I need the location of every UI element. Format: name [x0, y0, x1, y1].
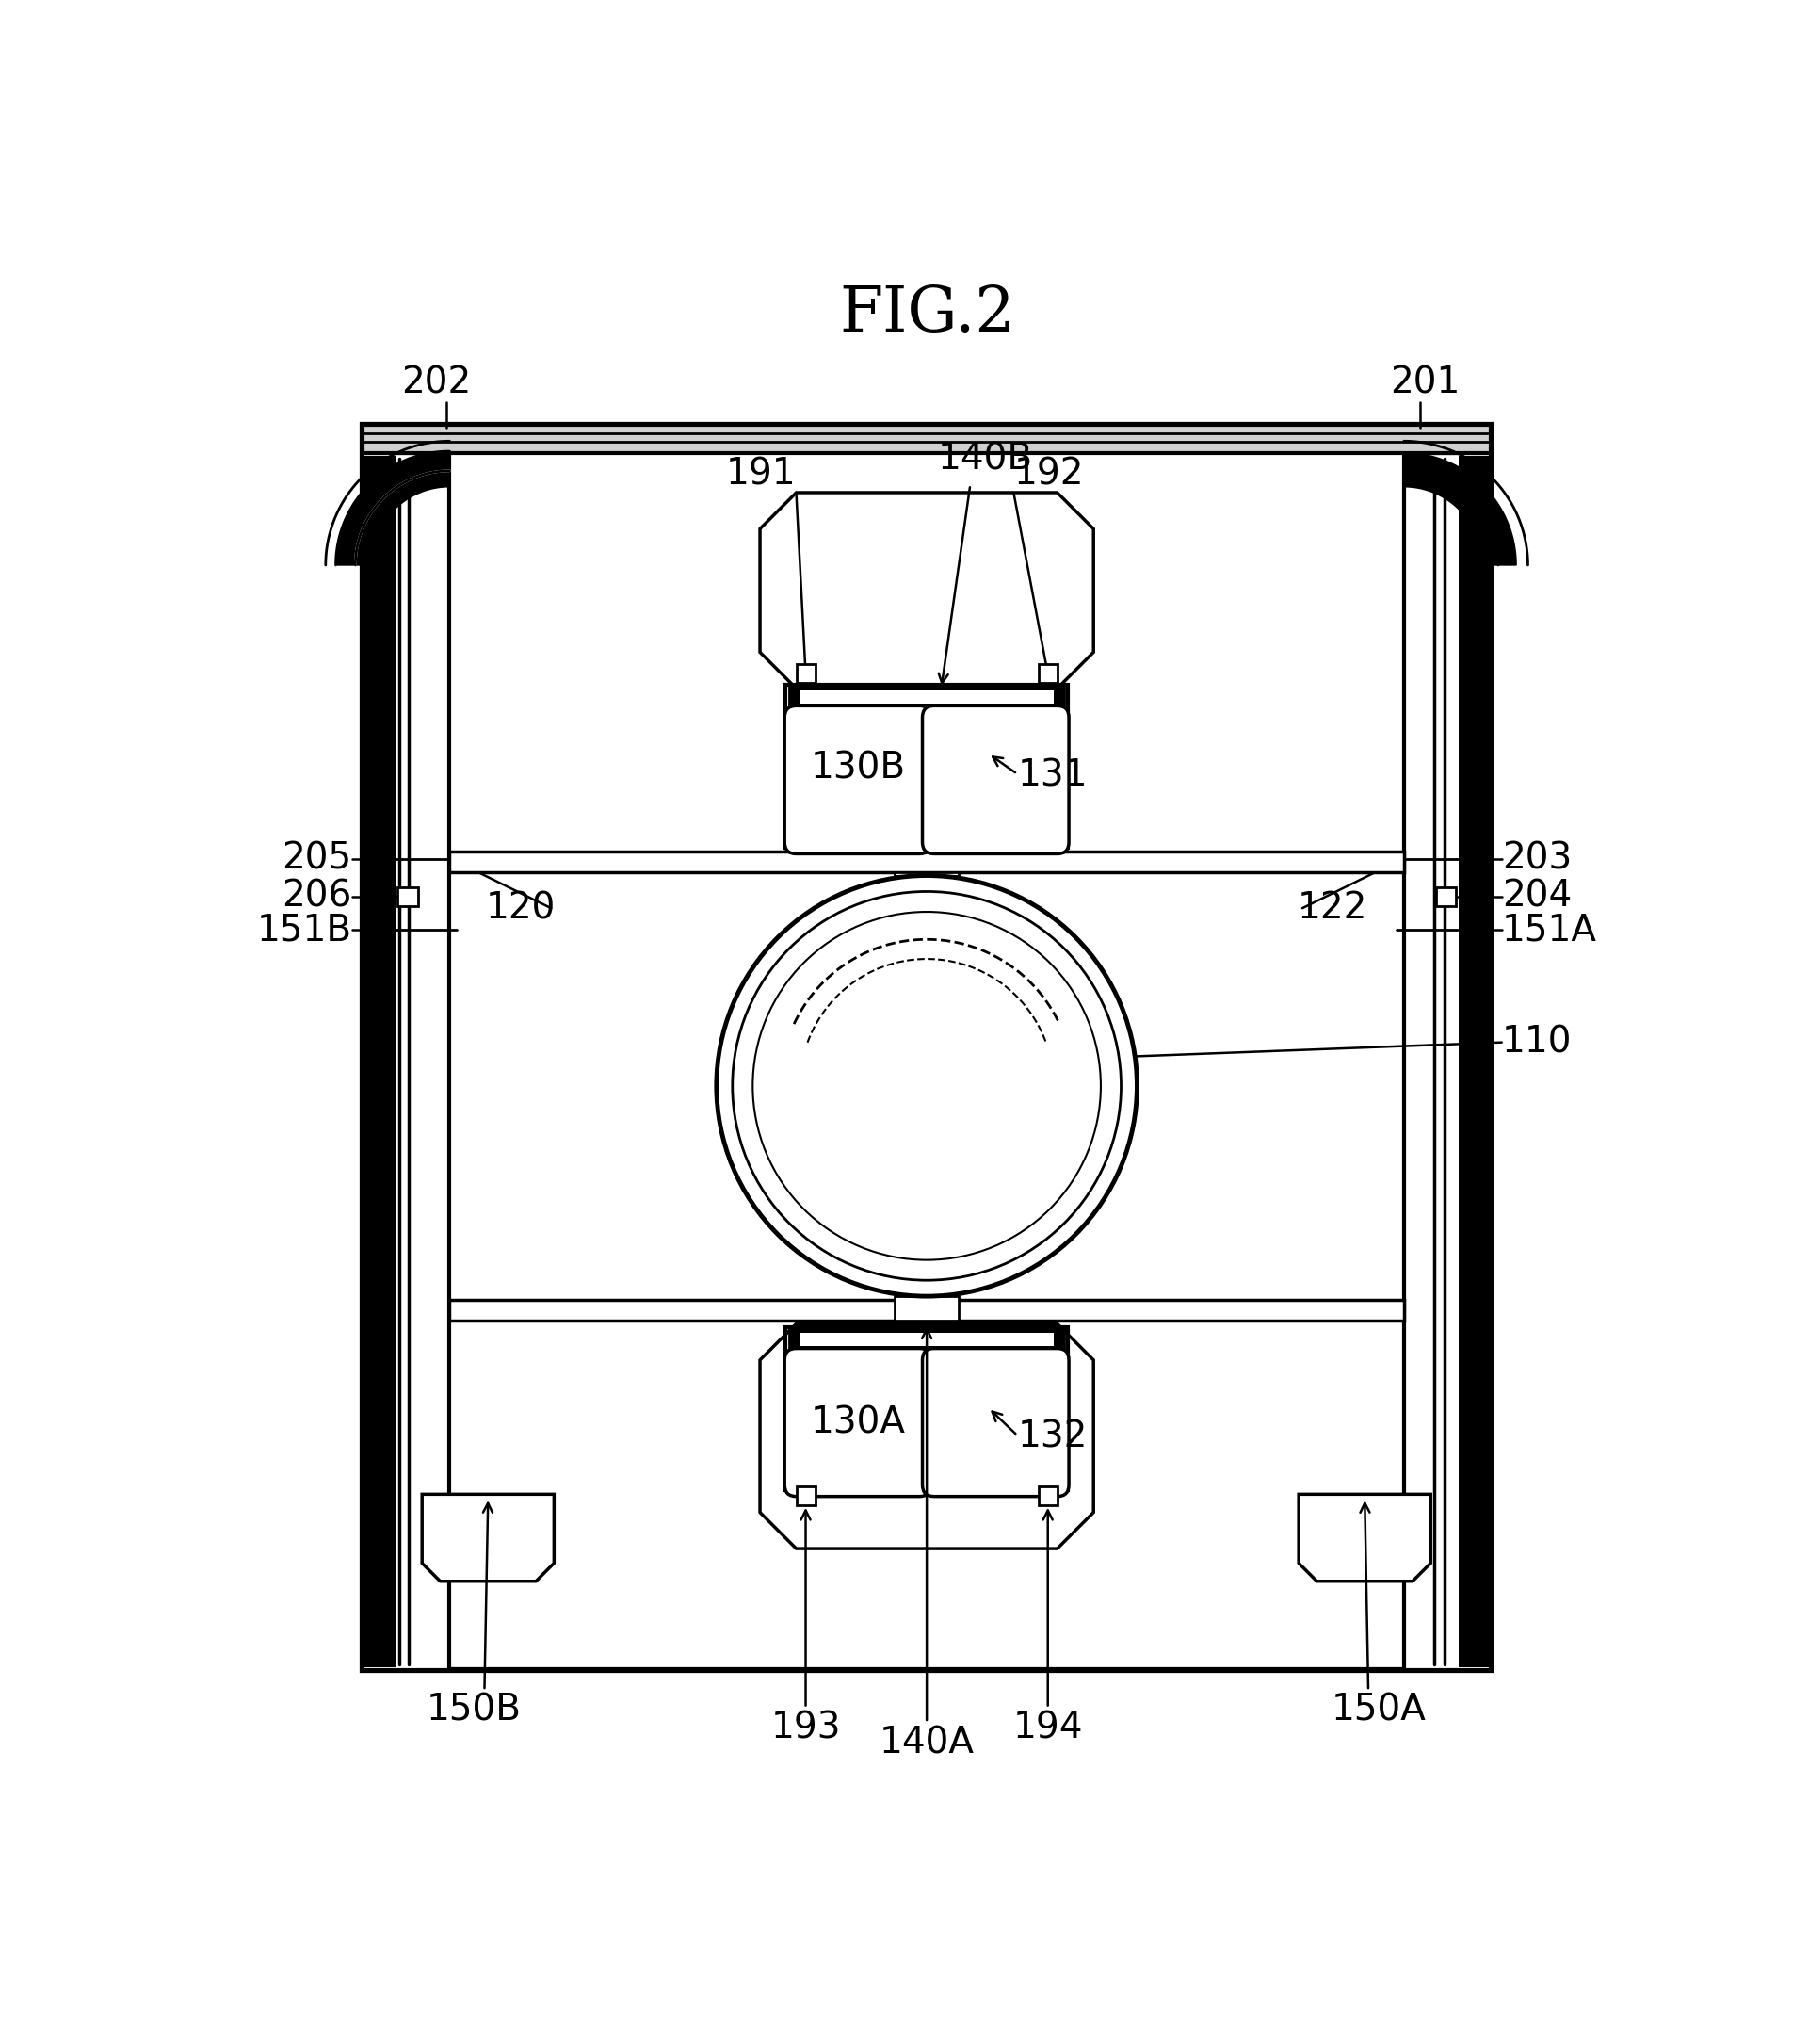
- Text: 203: 203: [1501, 840, 1572, 877]
- FancyBboxPatch shape: [785, 1349, 932, 1496]
- Polygon shape: [336, 452, 450, 564]
- Text: FIG.2: FIG.2: [839, 284, 1015, 345]
- FancyBboxPatch shape: [923, 705, 1069, 854]
- FancyBboxPatch shape: [785, 705, 932, 854]
- Text: 130B: 130B: [810, 750, 906, 787]
- Polygon shape: [1299, 1494, 1431, 1582]
- Bar: [785, 685, 1067, 848]
- Bar: [785, 1327, 1067, 1490]
- Text: 132: 132: [1017, 1419, 1087, 1455]
- Text: 194: 194: [1013, 1711, 1084, 1746]
- Text: 150B: 150B: [425, 1692, 521, 1727]
- Text: 201: 201: [1389, 366, 1460, 401]
- Text: 191: 191: [725, 456, 796, 493]
- Circle shape: [753, 912, 1100, 1259]
- Bar: [796, 1486, 816, 1504]
- Text: 206: 206: [282, 879, 351, 914]
- Text: 110: 110: [1501, 1024, 1572, 1061]
- Text: 130A: 130A: [810, 1404, 906, 1441]
- Text: 193: 193: [771, 1711, 841, 1746]
- Bar: [450, 1300, 1404, 1320]
- Bar: [895, 873, 959, 875]
- Bar: [365, 456, 394, 1666]
- Bar: [1038, 1486, 1056, 1504]
- Bar: [450, 852, 1404, 873]
- Text: 192: 192: [1013, 456, 1084, 493]
- Polygon shape: [760, 1325, 1093, 1549]
- Text: 120: 120: [487, 891, 555, 926]
- Text: 151A: 151A: [1501, 912, 1597, 948]
- Bar: [796, 664, 816, 683]
- Bar: [398, 887, 418, 905]
- Bar: [1458, 885, 1489, 908]
- Text: 205: 205: [282, 840, 351, 877]
- Bar: [789, 685, 1064, 713]
- Text: 202: 202: [402, 366, 470, 401]
- Bar: [362, 425, 1491, 452]
- Polygon shape: [1404, 452, 1516, 564]
- Polygon shape: [421, 1494, 554, 1582]
- Bar: [1436, 887, 1456, 905]
- Bar: [800, 1333, 1053, 1347]
- FancyBboxPatch shape: [923, 1349, 1069, 1496]
- Polygon shape: [760, 493, 1093, 689]
- Text: 150A: 150A: [1331, 1692, 1427, 1727]
- Circle shape: [733, 891, 1122, 1280]
- Text: 140B: 140B: [937, 442, 1033, 478]
- Circle shape: [716, 875, 1138, 1296]
- Bar: [1458, 456, 1489, 1666]
- Text: 122: 122: [1297, 891, 1368, 926]
- Bar: [365, 885, 394, 908]
- Bar: [362, 425, 1491, 1670]
- Bar: [1404, 452, 1491, 1670]
- Text: 204: 204: [1501, 879, 1572, 914]
- Bar: [895, 1296, 959, 1320]
- Text: 151B: 151B: [257, 912, 351, 948]
- Text: 140A: 140A: [879, 1725, 975, 1760]
- Bar: [800, 691, 1053, 703]
- Bar: [1038, 664, 1056, 683]
- Text: 131: 131: [1017, 758, 1087, 793]
- Bar: [789, 1327, 1064, 1357]
- Bar: [362, 452, 450, 1670]
